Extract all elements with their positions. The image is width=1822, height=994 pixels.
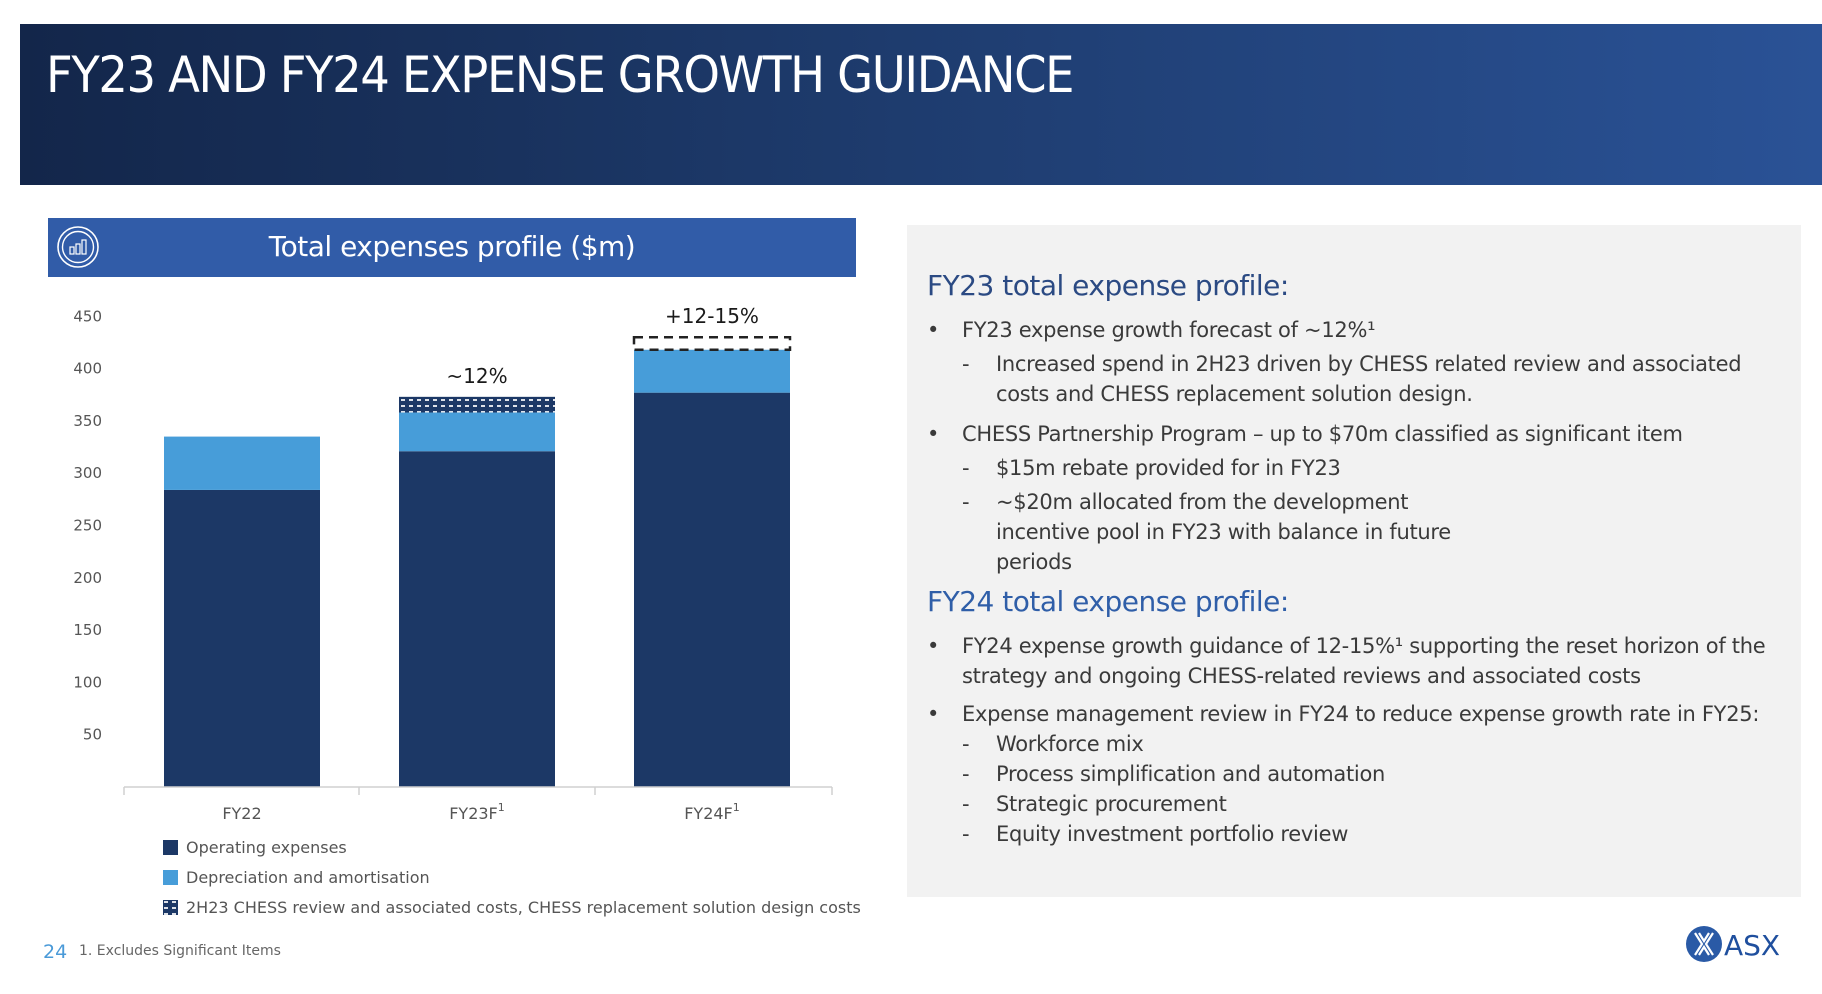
bar-operating-expenses <box>164 489 320 787</box>
legend-item-depreciation: Depreciation and amortisation <box>163 862 861 892</box>
y-tick-label: 150 <box>73 621 102 639</box>
commentary-panel: FY23 total expense profile: FY23 expense… <box>907 225 1801 897</box>
section-heading-fy24: FY24 total expense profile: <box>927 585 1289 618</box>
sub-bullet: Increased spend in 2H23 driven by CHESS … <box>927 349 1791 409</box>
sub-bullet: ~$20m allocated from the development inc… <box>927 487 1791 577</box>
bullet: FY23 expense growth forecast of ~12%¹ <box>927 315 1791 345</box>
x-tick-label: FY24F1 <box>684 801 740 823</box>
guidance-range-box <box>632 335 792 352</box>
legend-swatch-depreciation <box>163 869 178 885</box>
y-tick-label: 450 <box>73 307 102 325</box>
sub-bullet: Equity investment portfolio review <box>927 819 1791 849</box>
y-tick-label: 100 <box>73 673 102 691</box>
y-tick-label: 350 <box>73 412 102 430</box>
section-heading-fy23: FY23 total expense profile: <box>927 269 1289 302</box>
y-tick-label: 200 <box>73 569 102 587</box>
sub-bullet: Process simplification and automation <box>927 759 1791 789</box>
chart-header: Total expenses profile ($m) <box>48 218 856 277</box>
y-tick-label: 50 <box>83 726 102 744</box>
legend-label: Operating expenses <box>186 837 347 857</box>
legend-swatch-operating <box>163 839 178 855</box>
bar-chart-icon <box>57 226 99 268</box>
fy23-bullet-list: FY23 expense growth forecast of ~12%¹ In… <box>927 307 1791 577</box>
data-label: ~12% <box>446 364 507 388</box>
asx-logo: ASX <box>1684 920 1784 968</box>
x-tick-label: FY23F1 <box>449 801 505 823</box>
chart-title: Total expenses profile ($m) <box>268 230 636 263</box>
sub-bullet: $15m rebate provided for in FY23 <box>927 453 1791 483</box>
bar-operating-expenses <box>399 451 555 787</box>
legend-label: 2H23 CHESS review and associated costs, … <box>186 897 861 917</box>
bar-depreciation-amortisation <box>634 349 790 393</box>
bullet: CHESS Partnership Program – up to $70m c… <box>927 419 1791 449</box>
asx-logo-text: ASX <box>1724 929 1780 962</box>
page-number: 24 <box>43 941 68 963</box>
bullet: FY24 expense growth guidance of 12-15%¹ … <box>927 631 1791 691</box>
legend-item-operating: Operating expenses <box>163 832 861 862</box>
sub-bullet: Workforce mix <box>927 729 1791 759</box>
data-label: +12-15% <box>665 304 759 328</box>
bar-depreciation-amortisation <box>399 412 555 452</box>
y-tick-label: 400 <box>73 360 102 378</box>
footnote: 1. Excludes Significant Items <box>79 943 281 959</box>
title-band: FY23 AND FY24 EXPENSE GROWTH GUIDANCE <box>20 24 1822 185</box>
bullet: Expense management review in FY24 to red… <box>927 699 1791 729</box>
legend-swatch-chess <box>163 899 178 915</box>
sub-bullet: Strategic procurement <box>927 789 1791 819</box>
bar-operating-expenses <box>634 392 790 787</box>
y-tick-label: 300 <box>73 464 102 482</box>
slide-title: FY23 AND FY24 EXPENSE GROWTH GUIDANCE <box>46 46 1075 104</box>
fy24-bullet-list: FY24 expense growth guidance of 12-15%¹ … <box>927 623 1791 849</box>
y-tick-label: 250 <box>73 517 102 535</box>
bar-chess-costs <box>399 396 555 413</box>
legend-label: Depreciation and amortisation <box>186 867 430 887</box>
stacked-bar-chart: 50 100 150 200 250 300 350 400 450 FY22 FY23F1 FY2… <box>73 304 833 823</box>
x-tick-label: FY22 <box>222 804 261 823</box>
asx-logo-mark-icon <box>1686 926 1722 962</box>
bar-depreciation-amortisation <box>164 436 320 490</box>
legend-item-chess: 2H23 CHESS review and associated costs, … <box>163 892 861 922</box>
chart-legend: Operating expenses Depreciation and amor… <box>163 832 861 922</box>
